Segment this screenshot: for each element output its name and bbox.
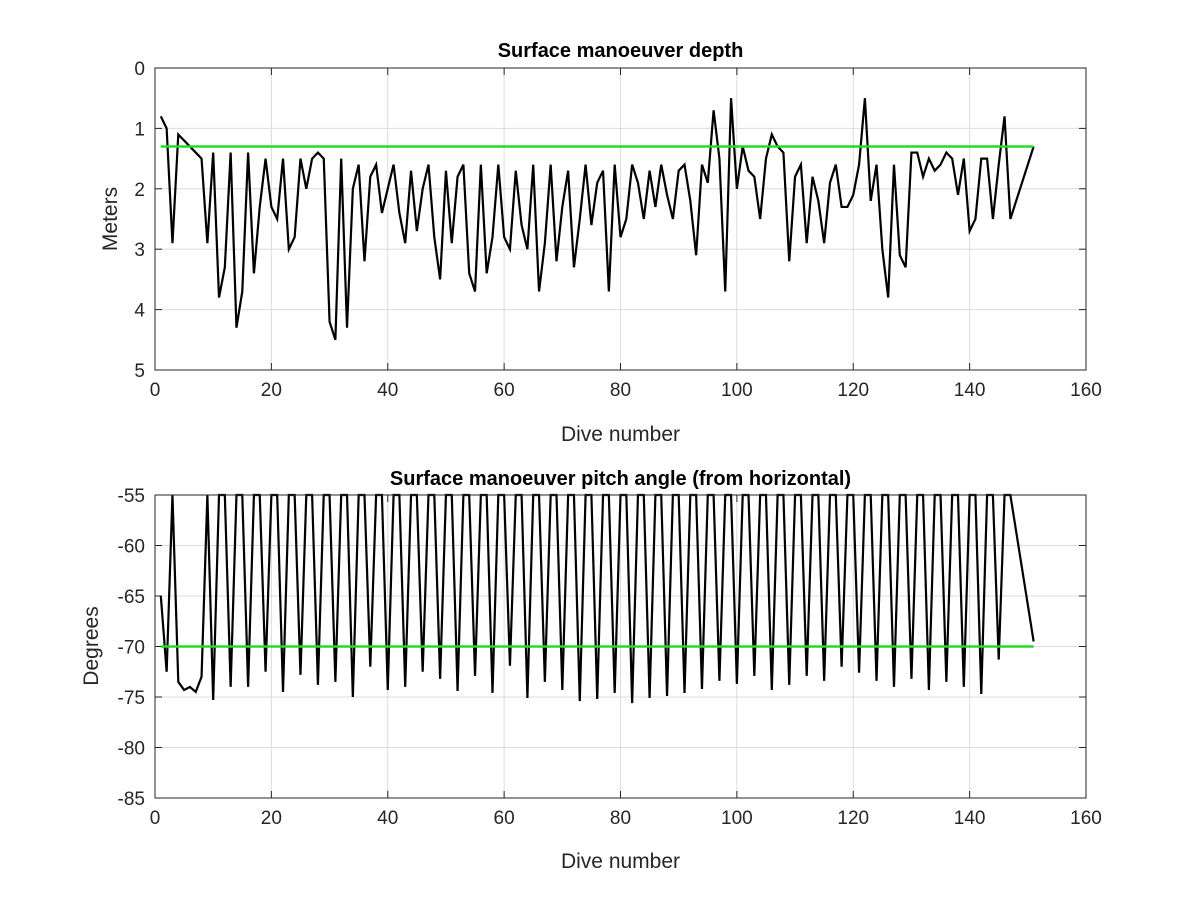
pitch-plot-x-axis-label: Dive number <box>561 850 680 873</box>
depth-plot-ticks: 0 20 40 60 80 100 120 140 160 0 1 2 3 4 5 <box>134 59 1101 401</box>
depth-plot-x-axis-label: Dive number <box>561 423 680 446</box>
depth-plot-y-axis-label: Meters <box>99 187 122 251</box>
pitch-plot-axes-box <box>154 494 1087 799</box>
pitch-plot-x-tick-label: 100 <box>721 808 753 829</box>
pitch-plot-x-tick-label: 40 <box>377 808 398 829</box>
depth-plot-y-tick-label: 1 <box>134 119 145 140</box>
pitch-plot-x-tick-label: 0 <box>150 808 161 829</box>
pitch-plot-y-tick-label: -60 <box>118 537 145 558</box>
pitch-plot-x-tick-label: 140 <box>954 808 986 829</box>
pitch-plot-y-tick-label: -65 <box>118 587 145 608</box>
depth-plot-x-tick-label: 80 <box>610 380 631 401</box>
depth-plot-x-tick-label: 160 <box>1070 380 1102 401</box>
depth-plot-title: Surface manoeuver depth <box>498 40 744 62</box>
pitch-plot-y-tick-label: -70 <box>118 638 145 659</box>
pitch-plot-title: Surface manoeuver pitch angle (from hori… <box>390 468 851 490</box>
depth-plot-y-tick-label: 5 <box>134 361 145 382</box>
depth-plot-x-tick-label: 120 <box>837 380 869 401</box>
depth-plot-x-tick-label: 60 <box>494 380 515 401</box>
depth-plot-y-tick-label: 4 <box>134 301 145 322</box>
depth-plot-data-line <box>159 98 1035 341</box>
pitch-plot-y-axis-label: Degrees <box>80 606 103 685</box>
pitch-plot-y-tick-label: -55 <box>118 486 145 507</box>
depth-plot-y-tick-label: 0 <box>134 59 145 80</box>
pitch-plot-x-tick-label: 120 <box>837 808 869 829</box>
pitch-plot-y-tick-label: -80 <box>118 739 145 760</box>
depth-plot-x-tick-label: 0 <box>150 380 161 401</box>
depth-plot-y-tick-label: 2 <box>134 180 145 201</box>
depth-plot: 0 20 40 60 80 100 120 140 160 0 1 2 3 4 5 Surface mano… <box>99 40 1102 446</box>
pitch-plot-x-tick-label: 60 <box>494 808 515 829</box>
pitch-plot-ticks: 0 20 40 60 80 100 120 140 160 -55 -60 -65 -70 -75 -80 -… <box>118 486 1102 829</box>
pitch-plot: 0 20 40 60 80 100 120 140 160 -55 -60 -65 -70 -75 -80 -… <box>80 468 1102 873</box>
depth-plot-axes-box <box>154 67 1087 371</box>
pitch-plot-x-tick-label: 80 <box>610 808 631 829</box>
depth-plot-x-tick-label: 20 <box>261 380 282 401</box>
pitch-plot-y-tick-label: -85 <box>118 789 145 810</box>
pitch-plot-x-tick-label: 160 <box>1070 808 1102 829</box>
depth-plot-x-tick-label: 40 <box>377 380 398 401</box>
depth-plot-x-tick-label: 140 <box>954 380 986 401</box>
depth-plot-x-tick-label: 100 <box>721 380 753 401</box>
depth-plot-series <box>159 98 1035 341</box>
depth-plot-y-tick-label: 3 <box>134 240 145 261</box>
pitch-plot-x-tick-label: 20 <box>261 808 282 829</box>
pitch-plot-y-tick-label: -75 <box>118 688 145 709</box>
